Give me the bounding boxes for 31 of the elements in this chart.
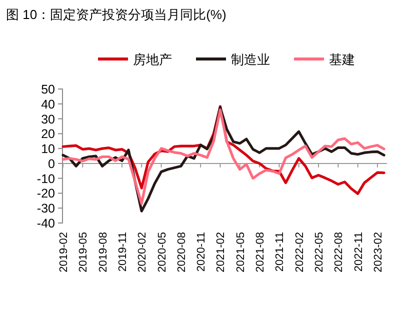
y-tick-label: 50 xyxy=(41,82,56,96)
x-tick-label: 2020-11 xyxy=(196,232,208,272)
y-tick-label: -30 xyxy=(36,202,56,216)
x-tick-label: 2019-11 xyxy=(116,232,129,272)
x-tick-label: 2021-08 xyxy=(254,232,267,272)
legend-label: 基建 xyxy=(329,52,355,67)
y-tick-label: 40 xyxy=(41,97,56,112)
x-tick-label: 2019-02 xyxy=(58,232,70,272)
y-tick-label: 20 xyxy=(41,127,56,142)
x-tick-label: 2022-05 xyxy=(313,232,326,272)
legend-label: 制造业 xyxy=(231,52,270,67)
x-tick-label: 2019-05 xyxy=(78,232,90,272)
y-tick-label: 10 xyxy=(41,142,56,156)
y-tick-label: 0 xyxy=(48,156,56,171)
x-tick-label: 2022-02 xyxy=(294,232,306,272)
x-tick-label: 2022-08 xyxy=(333,232,346,272)
x-tick-label: 2021-05 xyxy=(234,232,247,272)
x-tick-label: 2019-08 xyxy=(97,232,110,272)
title: 图 10：固定资产投资分项当月同比(%) xyxy=(6,7,226,22)
x-tick-label: 2020-05 xyxy=(156,232,168,272)
x-tick-label: 2023-02 xyxy=(372,232,384,272)
x-tick-label: 2021-11 xyxy=(274,232,286,272)
y-tick-label: -40 xyxy=(36,216,56,230)
legend-label: 房地产 xyxy=(133,52,172,67)
x-tick-label: 2021-02 xyxy=(215,232,228,272)
y-tick-label: 30 xyxy=(41,112,56,126)
x-tick-label: 2022-11 xyxy=(352,232,365,272)
x-tick-label: 2020-08 xyxy=(176,232,188,272)
y-tick-label: -10 xyxy=(36,172,56,186)
x-tick-label: 2020-02 xyxy=(136,232,149,272)
y-tick-label: -20 xyxy=(36,186,56,201)
